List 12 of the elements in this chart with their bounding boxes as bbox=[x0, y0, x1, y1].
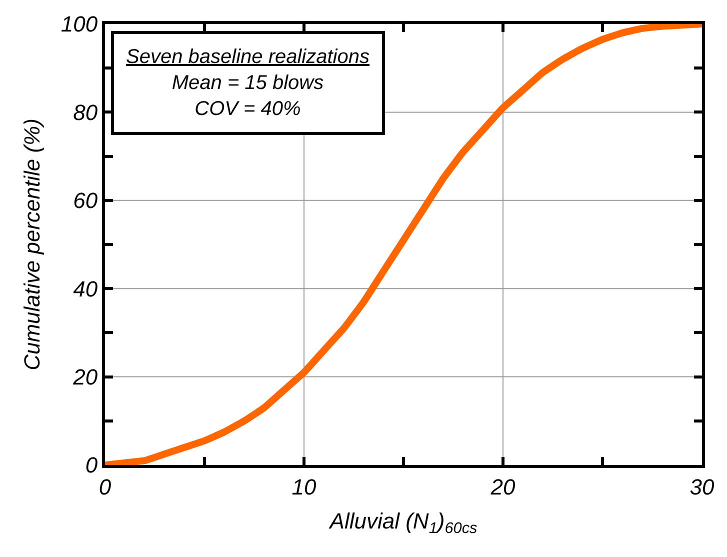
x-tick-label: 20 bbox=[490, 474, 516, 500]
x-tick-label: 10 bbox=[292, 474, 317, 500]
x-axis-title: Alluvial (N$_{1}$)$_{60cs}$ bbox=[328, 508, 478, 537]
y-tick-label: 40 bbox=[73, 276, 98, 302]
y-tick-label: 100 bbox=[60, 12, 98, 37]
y-tick-label: 0 bbox=[85, 452, 98, 478]
y-tick-label: 60 bbox=[73, 188, 98, 214]
y-axis-title: Cumulative percentile (%) bbox=[20, 118, 45, 370]
y-tick-label: 80 bbox=[73, 100, 98, 125]
x-tick-label: 30 bbox=[690, 474, 715, 500]
y-tick-label: 20 bbox=[72, 364, 98, 390]
annotation: Seven baseline realizations Mean = 15 blows COV = 40% bbox=[126, 46, 370, 120]
